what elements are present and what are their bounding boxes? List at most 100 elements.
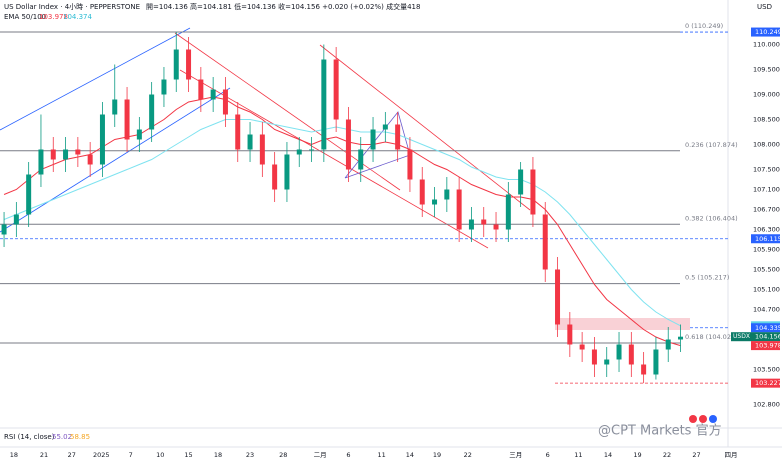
candle-body [309,149,315,151]
candle-body [604,359,610,365]
candle-body [149,94,155,130]
candle-body [370,129,376,150]
fib-label: 0.236 (107.874) [685,141,738,149]
x-tick-label: 22 [663,451,671,459]
price-tag [751,341,780,351]
x-tick-label: 28 [279,451,287,459]
candle-body [493,224,499,230]
candle-body [358,149,364,170]
candle-body [272,164,278,190]
candle-body [653,349,659,375]
candle-body [112,99,118,115]
y-tick-label: 106.700 [753,206,780,214]
x-tick-label: 11 [574,451,582,459]
fib-label: 0.618 (104.029) [685,333,738,341]
x-tick-label: 21 [40,451,48,459]
candle-body [13,214,19,225]
x-tick-label: 11 [378,451,386,459]
candle-body [259,134,265,165]
candle-body [468,219,474,230]
candle-body [419,179,425,205]
x-tick-label: 19 [633,451,641,459]
candle-body [296,149,302,155]
currency: USD [757,3,772,11]
candle-body [222,89,228,115]
ema-label: EMA 50/100 [4,13,46,21]
candle-body [210,89,216,100]
ema50-value: 103.978 [39,13,68,21]
candle-body [63,149,69,160]
candle-body [678,336,684,340]
candle-body [382,124,388,130]
price-tag-label: 104.156 [755,333,782,341]
candle-body [50,149,56,160]
candle-body [530,169,536,215]
fib-label: 0.5 (105.217) [685,274,729,282]
resistance-zone [555,318,690,330]
candle-body [333,59,339,120]
candle-body [161,79,167,95]
price-tag [751,234,780,244]
x-tick-label: 22 [464,451,472,459]
x-tick-label: 6 [546,451,550,459]
symbol-tag-label: USDX [733,333,750,340]
x-tick-label: 7 [129,451,133,459]
price-tag [751,27,780,37]
x-tick-label: 14 [604,451,612,459]
candle-body [247,134,253,150]
candle-body [641,364,647,375]
x-tick-label: 27 [692,451,700,459]
candle-body [505,194,511,230]
x-tick-label: 23 [246,451,254,459]
ema100-value: 104.374 [63,13,92,21]
candle-body [481,219,487,225]
candle-body [444,189,450,200]
candle-body [407,149,413,180]
candle-body [555,269,561,325]
candle-body [567,324,573,345]
y-tick-label: 109.500 [753,66,780,74]
y-tick-label: 109.000 [753,91,780,99]
y-tick-label: 103.500 [753,366,780,374]
candle-body [186,49,192,80]
y-tick-label: 104.700 [753,306,780,314]
price-tag [751,378,780,388]
candle-body [173,49,179,80]
symbol-tag [731,332,751,342]
candle-body [628,344,634,365]
x-tick-label: 6 [346,451,350,459]
ema-line [3,119,681,327]
candle-body [591,349,597,365]
watermark-logo [689,415,717,423]
candle-body [456,189,462,230]
x-tick-label: 27 [68,451,76,459]
rsi-label: RSI (14, close) [4,433,55,441]
candle-body [38,149,44,175]
fib-label: 0.382 (106.404) [685,214,738,222]
candle-body [616,344,622,360]
candle-body [321,59,327,150]
candle-body [124,99,130,140]
x-tick-label: 18 [10,451,18,459]
candle-body [665,339,671,350]
y-tick-label: 102.800 [753,401,780,409]
y-tick-label: 105.100 [753,286,780,294]
ohlc-readout: 開=104.136 高=104.181 低=104.136 收=104.156 … [146,2,420,11]
candle-body [99,114,105,165]
y-tick-label: 106.300 [753,226,780,234]
x-tick-label: 19 [433,451,441,459]
candle-body [345,119,351,170]
y-tick-label: 107.100 [753,186,780,194]
candle-body [26,174,32,215]
price-tag [751,332,780,342]
x-tick-label: 四月 [724,451,737,459]
rsi-value: 55.02 [52,433,72,441]
candle-body [542,214,548,270]
y-tick-label: 108.500 [753,116,780,124]
price-tag-label: 106.115 [755,235,782,243]
candle-body [1,224,7,235]
x-tick-label: 18 [214,451,222,459]
candle-body [136,129,142,140]
y-tick-label: 107.500 [753,166,780,174]
